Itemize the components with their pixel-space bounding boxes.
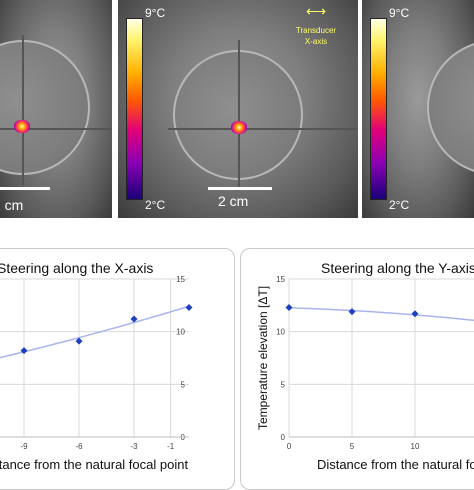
heating-hotspot [231, 121, 247, 134]
colorbar-max-label: 9°C [145, 6, 165, 20]
y-tick-label: 10 [176, 328, 185, 337]
y-tick-label: 15 [276, 275, 285, 284]
y-axis-label: Temperature elevation [ΔT] [256, 286, 270, 430]
chart-x-plot: Steering along the X-axis051015-9-6-3-1D… [0, 249, 234, 489]
x-tick-label: -9 [20, 442, 28, 451]
chart-title: Steering along the Y-axis [321, 260, 474, 276]
chart-x-axis-steering: Steering along the X-axis051015-9-6-3-1D… [0, 248, 235, 490]
phantom-circle [0, 40, 90, 175]
colorbar-max-label: 9°C [389, 6, 409, 20]
heating-hotspot [14, 120, 30, 133]
y-tick-label: 5 [181, 380, 186, 389]
chart-title: Steering along the X-axis [0, 260, 153, 276]
mri-panel-2: 9°C 2°C 2 cm ⟷ Transducer X-axis [118, 0, 358, 218]
crosshair-vertical [22, 35, 24, 185]
y-tick-label: 15 [176, 275, 185, 284]
crosshair-vertical [238, 40, 240, 190]
x-axis-label: Distance from the natural focal point [0, 457, 188, 472]
mri-panel-3: 9°C 2°C [362, 0, 474, 218]
mri-panel-1: 2 cm [0, 0, 112, 218]
x-tick-label: 0 [287, 442, 292, 451]
transducer-label: Transducer [286, 26, 346, 36]
scale-label: 2 cm [0, 197, 23, 213]
colorbar-min-label: 2°C [145, 198, 165, 212]
temperature-colorbar [126, 18, 143, 200]
x-tick-label: 10 [411, 442, 420, 451]
phantom-circle [427, 40, 474, 175]
scale-bar [208, 187, 272, 190]
colorbar-min-label: 2°C [389, 198, 409, 212]
temperature-colorbar [370, 18, 387, 200]
data-point [349, 308, 356, 315]
x-tick-label: 5 [350, 442, 355, 451]
data-point [286, 304, 293, 311]
scale-bar [0, 187, 50, 190]
chart-y-plot: Steering along the Y-axis051015051015Dis… [241, 249, 474, 489]
x-tick-label: -1 [167, 442, 175, 451]
y-tick-label: 10 [276, 328, 285, 337]
trend-line [0, 306, 189, 365]
data-point [412, 310, 419, 317]
x-tick-label: -6 [75, 442, 83, 451]
crosshair-horizontal [168, 128, 358, 130]
data-point [186, 304, 193, 311]
y-tick-label: 0 [281, 433, 286, 442]
x-tick-label: -3 [130, 442, 138, 451]
y-tick-label: 5 [281, 380, 286, 389]
transducer-arrow-icon: ⟷ [286, 6, 346, 16]
transducer-axis-label: X-axis [286, 37, 346, 47]
trend-line [289, 308, 474, 328]
chart-y-axis-steering: Steering along the Y-axis051015051015Dis… [240, 248, 474, 490]
scale-label: 2 cm [218, 193, 248, 209]
x-axis-label: Distance from the natural focal point [317, 457, 474, 472]
